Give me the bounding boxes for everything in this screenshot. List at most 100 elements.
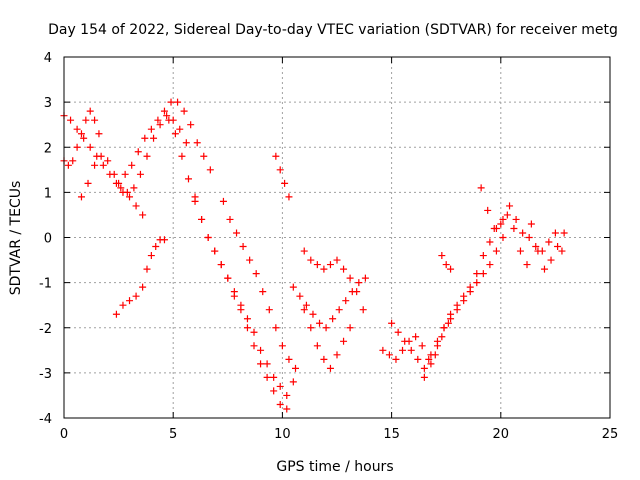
data-point bbox=[333, 256, 341, 264]
y-tick-label: 0 bbox=[44, 232, 52, 247]
y-tick-label: -4 bbox=[39, 412, 52, 427]
series-track-h bbox=[219, 197, 300, 372]
data-point bbox=[444, 319, 452, 327]
data-point bbox=[313, 342, 321, 350]
data-point bbox=[115, 179, 123, 187]
data-point bbox=[285, 355, 293, 363]
data-point bbox=[176, 125, 184, 133]
data-point bbox=[132, 202, 140, 210]
data-point bbox=[180, 107, 188, 115]
data-point bbox=[206, 166, 214, 174]
data-point bbox=[217, 261, 225, 269]
data-point bbox=[86, 107, 94, 115]
data-point bbox=[292, 364, 300, 372]
data-point bbox=[333, 351, 341, 359]
data-point bbox=[307, 324, 315, 332]
x-axis-label: GPS time / hours bbox=[276, 459, 393, 475]
data-point bbox=[77, 193, 85, 201]
data-point bbox=[84, 179, 92, 187]
data-point bbox=[226, 215, 234, 223]
data-point bbox=[82, 116, 90, 124]
series-track-r bbox=[527, 220, 568, 273]
data-point bbox=[385, 351, 393, 359]
data-point bbox=[492, 247, 500, 255]
data-point bbox=[154, 116, 162, 124]
data-point bbox=[447, 310, 455, 318]
data-point bbox=[73, 143, 81, 151]
data-point bbox=[250, 328, 258, 336]
data-point bbox=[523, 261, 531, 269]
data-point bbox=[167, 98, 175, 106]
data-point bbox=[86, 143, 94, 151]
series-track-m bbox=[379, 319, 452, 363]
data-point bbox=[547, 256, 555, 264]
series-track-f bbox=[165, 116, 297, 399]
data-point bbox=[230, 292, 238, 300]
data-point bbox=[418, 342, 426, 350]
data-point bbox=[104, 157, 112, 165]
y-tick-label: -2 bbox=[39, 322, 52, 337]
data-point bbox=[296, 292, 304, 300]
data-point bbox=[499, 215, 507, 223]
data-point bbox=[163, 112, 171, 120]
data-point bbox=[540, 265, 548, 273]
data-point bbox=[119, 301, 127, 309]
data-point bbox=[243, 315, 251, 323]
x-tick-label: 15 bbox=[383, 427, 400, 442]
y-tick-label: -1 bbox=[39, 277, 52, 292]
y-tick-label: 1 bbox=[44, 186, 52, 201]
series-track-q bbox=[477, 184, 531, 269]
data-point bbox=[527, 220, 535, 228]
data-point bbox=[139, 283, 147, 291]
data-point bbox=[204, 234, 212, 241]
series-track-n bbox=[388, 234, 507, 372]
data-point bbox=[551, 229, 559, 237]
series-track-g bbox=[191, 197, 291, 413]
data-point bbox=[73, 125, 81, 133]
data-point bbox=[503, 211, 511, 219]
data-point bbox=[250, 342, 258, 350]
data-point bbox=[252, 270, 260, 278]
data-point bbox=[525, 234, 533, 241]
data-point bbox=[545, 238, 553, 246]
data-point bbox=[320, 265, 328, 273]
data-point bbox=[121, 170, 129, 178]
data-point bbox=[346, 324, 354, 332]
data-point bbox=[359, 306, 367, 314]
data-point bbox=[479, 270, 487, 278]
data-point bbox=[143, 265, 151, 273]
data-point bbox=[136, 170, 144, 178]
series-track-i bbox=[272, 152, 293, 201]
data-point bbox=[69, 157, 77, 165]
data-point bbox=[300, 247, 308, 255]
data-point bbox=[191, 197, 199, 205]
data-point bbox=[499, 234, 507, 241]
y-tick-label: 2 bbox=[44, 141, 52, 156]
series-track-a bbox=[60, 112, 147, 219]
data-point bbox=[554, 243, 562, 251]
data-point bbox=[340, 265, 348, 273]
data-point bbox=[219, 197, 227, 205]
data-point bbox=[80, 134, 88, 142]
data-point bbox=[486, 261, 494, 269]
data-point bbox=[497, 220, 505, 228]
x-tick-labels: 0 5 10 15 20 25 bbox=[60, 427, 618, 442]
data-point bbox=[313, 261, 321, 269]
data-point bbox=[289, 378, 297, 386]
data-point bbox=[152, 243, 160, 251]
data-point bbox=[355, 279, 363, 287]
data-point bbox=[95, 130, 103, 138]
x-tick-label: 0 bbox=[60, 427, 68, 442]
data-point bbox=[361, 274, 369, 282]
y-tick-label: 4 bbox=[44, 51, 52, 66]
data-point bbox=[211, 247, 219, 255]
data-point bbox=[460, 292, 468, 300]
y-tick-label: 3 bbox=[44, 96, 52, 111]
data-point bbox=[174, 98, 182, 106]
data-point bbox=[182, 139, 190, 147]
data-point bbox=[309, 310, 317, 318]
data-point bbox=[427, 360, 435, 368]
data-point bbox=[276, 400, 284, 408]
data-point bbox=[270, 373, 278, 381]
